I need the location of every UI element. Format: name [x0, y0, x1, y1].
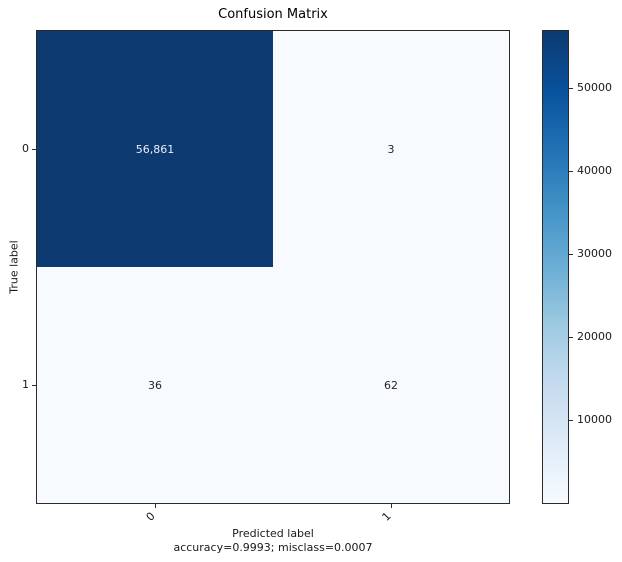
- colorbar-tick-mark: [569, 88, 573, 89]
- x-tick-label: 0: [143, 509, 158, 524]
- accuracy-footnote: accuracy=0.9993; misclass=0.0007: [173, 541, 373, 554]
- colorbar-tick-mark: [569, 254, 573, 255]
- x-tick-label: 1: [379, 509, 394, 524]
- y-axis-label: True label: [7, 240, 21, 294]
- y-tick-mark: [32, 149, 36, 150]
- y-tick-label: 1: [22, 378, 29, 391]
- colorbar: [542, 30, 569, 504]
- x-tick-mark: [391, 504, 392, 508]
- colorbar-tick-label: 30000: [577, 247, 612, 260]
- matrix-cell-0-0: 56,861: [37, 31, 273, 267]
- cell-value: 56,861: [135, 142, 175, 156]
- cell-value: 62: [384, 378, 398, 392]
- x-tick-mark: [155, 504, 156, 508]
- colorbar-tick-mark: [569, 171, 573, 172]
- cell-value: 3: [387, 142, 395, 156]
- y-tick-mark: [32, 385, 36, 386]
- colorbar-tick-label: 10000: [577, 413, 612, 426]
- chart-title: Confusion Matrix: [218, 7, 328, 22]
- matrix-cell-0-1: 3: [273, 31, 509, 267]
- colorbar-tick-mark: [569, 420, 573, 421]
- colorbar-tick-mark: [569, 337, 573, 338]
- colorbar-tick-label: 20000: [577, 330, 612, 343]
- heatmap-grid: 56,861 3 36 62: [36, 30, 510, 504]
- matrix-cell-1-1: 62: [273, 267, 509, 503]
- colorbar-tick-label: 50000: [577, 81, 612, 94]
- x-axis-label: Predicted label: [232, 527, 314, 540]
- x-axis-label-block: Predicted label accuracy=0.9993; misclas…: [36, 527, 510, 555]
- matrix-cell-1-0: 36: [37, 267, 273, 503]
- y-tick-label: 0: [22, 142, 29, 155]
- colorbar-tick-label: 40000: [577, 164, 612, 177]
- cell-value: 36: [148, 378, 162, 392]
